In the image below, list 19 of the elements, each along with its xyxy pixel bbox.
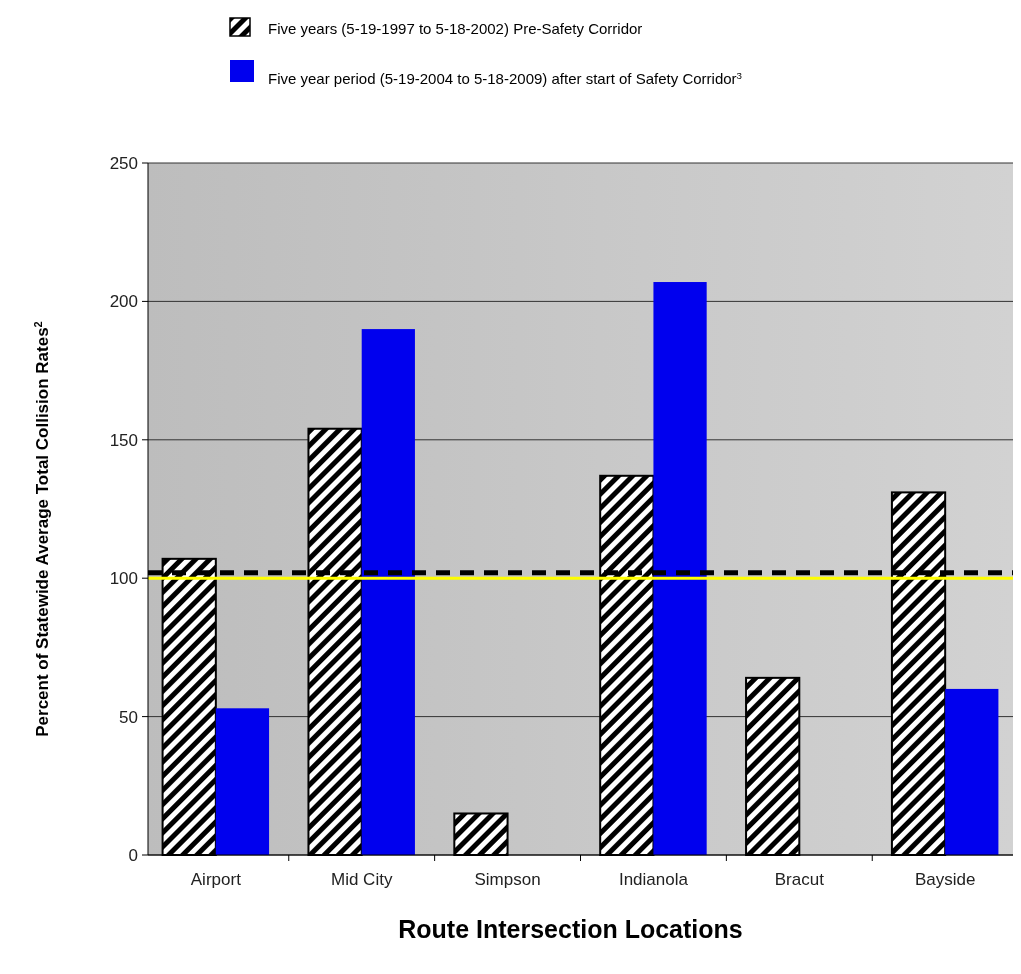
bar	[945, 688, 999, 855]
x-axis-title: Route Intersection Locations	[398, 915, 743, 943]
x-tick-label: Indianola	[618, 870, 689, 889]
legend-label: Five years (5-19-1997 to 5-18-2002) Pre-Safety Corridor	[268, 20, 643, 37]
y-tick-label: 100	[109, 569, 138, 589]
bar	[361, 329, 415, 855]
y-tick-label: 50	[119, 707, 138, 727]
x-tick-label: Simpson	[474, 870, 541, 889]
y-tick-label: 0	[128, 845, 138, 865]
x-tick-label: Bayside	[914, 870, 976, 889]
bar	[653, 282, 707, 855]
legend-label: Five year period (5-19-2004 to 5-18-2009) after start of Safety Corridor$^{3}$	[268, 69, 742, 87]
y-tick-label: 150	[109, 430, 138, 450]
x-tick-label: Airport	[190, 870, 242, 889]
x-tick-label: Mid City	[330, 870, 393, 889]
y-tick-label: 250	[109, 153, 138, 173]
x-tick-label: Bracut	[774, 870, 825, 889]
bar	[215, 708, 270, 855]
y-tick-label: 200	[109, 292, 138, 312]
